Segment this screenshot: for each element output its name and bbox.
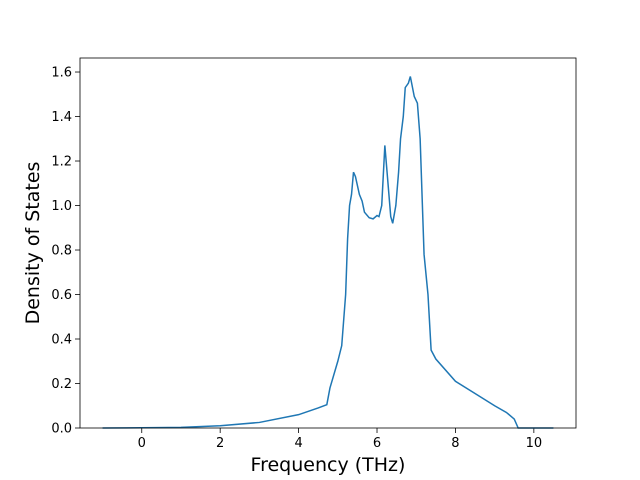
y-tick-label: 0.8 — [51, 244, 72, 259]
x-tick-label: 6 — [373, 436, 381, 451]
x-tick-label: 8 — [451, 436, 459, 451]
x-tick-label: 4 — [294, 436, 302, 451]
plot-area — [80, 58, 576, 428]
line-series — [102, 76, 554, 429]
x-tick-label: 2 — [216, 436, 224, 451]
y-axis-label: Density of States — [22, 162, 44, 325]
y-tick-label: 1.2 — [51, 155, 72, 170]
y-tick-label: 1.6 — [51, 66, 72, 81]
y-tick-label: 1.4 — [51, 110, 72, 125]
x-tick-label: 10 — [526, 436, 543, 451]
y-tick-label: 0.4 — [51, 333, 72, 348]
x-axis-label: Frequency (THz) — [251, 454, 406, 476]
y-tick-label: 0.6 — [51, 288, 72, 303]
y-tick-label: 0.2 — [51, 377, 72, 392]
x-tick-label: 0 — [138, 436, 146, 451]
y-tick-label: 1.0 — [51, 199, 72, 214]
axes-frame — [79, 57, 577, 429]
y-tick-label: 0.0 — [51, 422, 72, 437]
